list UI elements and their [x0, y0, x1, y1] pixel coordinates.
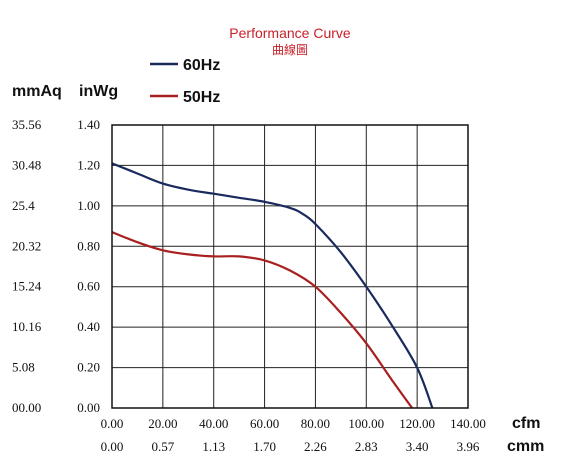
x-tick-cmm: 3.96 [457, 439, 480, 454]
y-tick-inwg: 0.60 [77, 279, 100, 294]
y-tick-inwg: 0.40 [77, 319, 100, 334]
y-tick-inwg: 0.80 [77, 238, 100, 253]
y-tick-mmaq: 10.16 [12, 319, 42, 334]
x-tick-cmm: 3.40 [406, 439, 429, 454]
x-tick-cfm: 40.00 [199, 416, 228, 431]
y-tick-mmaq: 00.00 [12, 400, 41, 415]
y-unit-mmaq: mmAq [12, 83, 62, 100]
chart-title: Performance Curve [229, 25, 351, 41]
legend-label-50hz: 50Hz [183, 89, 220, 106]
y-tick-mmaq: 25.4 [12, 198, 35, 213]
x-tick-cfm: 60.00 [250, 416, 279, 431]
x-tick-cmm: 2.26 [304, 439, 327, 454]
x-tick-cmm: 2.83 [355, 439, 378, 454]
x-unit-cmm: cmm [507, 438, 544, 455]
x-tick-cmm: 1.13 [202, 439, 225, 454]
x-tick-cfm: 20.00 [148, 416, 177, 431]
y-tick-inwg: 1.40 [77, 117, 100, 132]
x-tick-cmm: 0.57 [151, 439, 174, 454]
y-tick-mmaq: 30.48 [12, 157, 41, 172]
plot-frame [111, 124, 469, 409]
grid [112, 125, 468, 408]
series [111, 162, 434, 409]
x-tick-cmm: 0.00 [101, 439, 124, 454]
y-tick-mmaq: 20.32 [12, 238, 41, 253]
x-tick-cfm: 140.00 [450, 416, 486, 431]
legend: 60Hz 50Hz [150, 57, 220, 106]
x-tick-cfm: 120.00 [399, 416, 435, 431]
x-tick-cmm: 1.70 [253, 439, 276, 454]
x-unit-cfm: cfm [512, 415, 540, 432]
y-tick-inwg: 1.00 [77, 198, 100, 213]
y-tick-inwg: 0.00 [77, 400, 100, 415]
tick-labels: 0.000.0020.000.5740.001.1360.001.7080.00… [12, 117, 486, 454]
chart-subtitle: 曲線圖 [272, 42, 308, 57]
legend-label-60hz: 60Hz [183, 57, 220, 74]
series-line-60hz [111, 162, 434, 409]
x-tick-cfm: 80.00 [301, 416, 330, 431]
y-tick-inwg: 0.20 [77, 360, 100, 375]
series-line-50hz [111, 231, 413, 409]
y-tick-mmaq: 35.56 [12, 117, 42, 132]
y-unit-inwg: inWg [79, 83, 118, 100]
y-tick-mmaq: 15.24 [12, 279, 42, 294]
x-tick-cfm: 0.00 [101, 416, 124, 431]
x-tick-cfm: 100.00 [348, 416, 384, 431]
y-tick-mmaq: 5.08 [12, 360, 35, 375]
y-tick-inwg: 1.20 [77, 157, 100, 172]
